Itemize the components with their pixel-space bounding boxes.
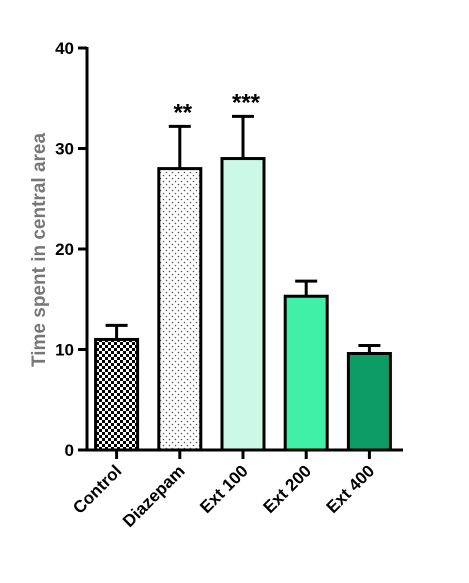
x-tick-label: Ext 400 xyxy=(323,461,379,517)
y-tick-label: 40 xyxy=(55,39,74,58)
y-tick-label: 10 xyxy=(55,341,74,360)
bar-diazepam xyxy=(157,167,203,452)
bar-ext-100 xyxy=(220,157,266,452)
bar-ext-200 xyxy=(283,294,329,452)
x-tick-label: Diazepam xyxy=(119,461,189,531)
significance-label: ** xyxy=(173,99,192,126)
x-tick-label: Ext 200 xyxy=(259,461,315,517)
significance-label: *** xyxy=(232,89,261,116)
bars: ** *** xyxy=(94,89,392,452)
y-axis-label: Time spent in central area xyxy=(29,133,50,368)
y-axis: 0 10 20 30 40 xyxy=(55,39,89,460)
bar-control xyxy=(94,337,140,452)
x-tick-label: Control xyxy=(69,461,125,517)
y-tick-label: 20 xyxy=(55,240,74,259)
x-tick-label: Ext 100 xyxy=(196,461,252,517)
y-tick-label: 30 xyxy=(55,140,74,159)
y-tick-label: 0 xyxy=(65,441,74,460)
bar-ext-400 xyxy=(346,352,392,452)
